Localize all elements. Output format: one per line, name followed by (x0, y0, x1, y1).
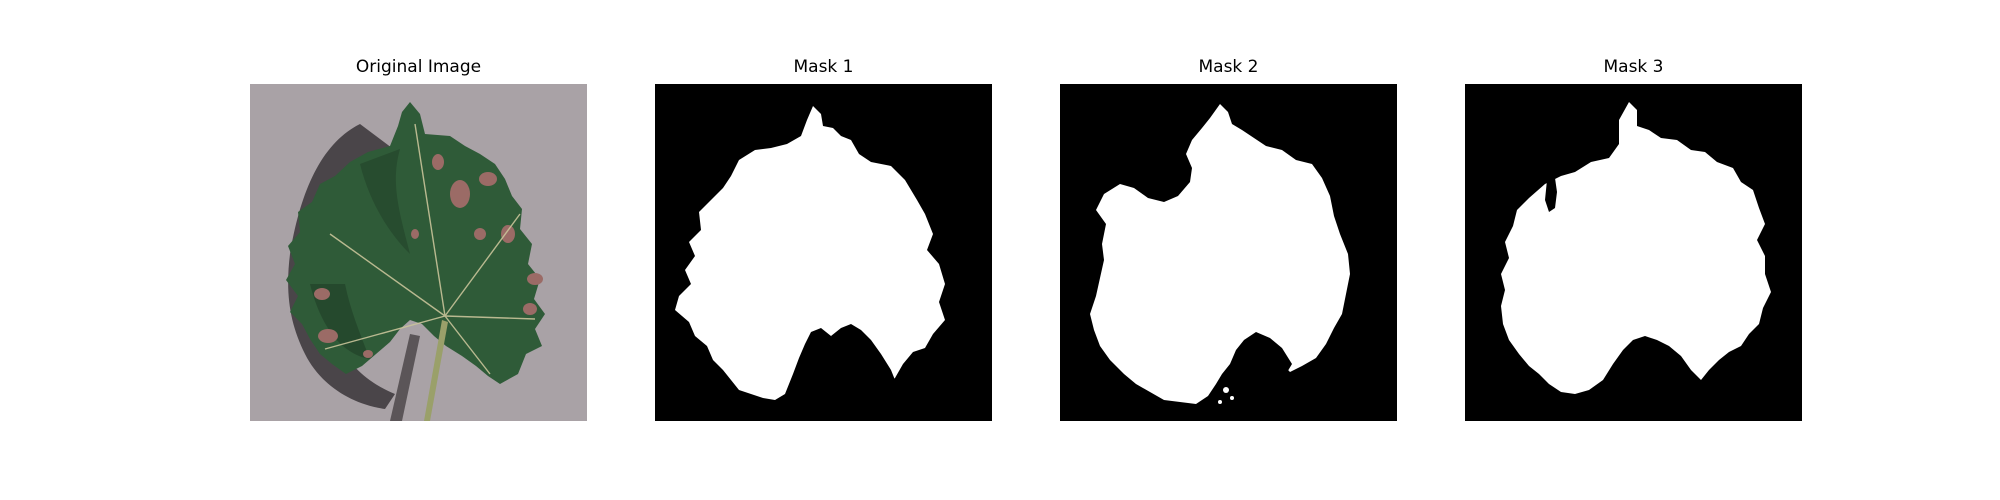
mask-2-region (1090, 104, 1350, 404)
mask-3-title: Mask 3 (1603, 57, 1664, 77)
leaf-stem (424, 320, 448, 421)
disease-spots (314, 154, 543, 358)
mask-1-panel (655, 84, 992, 421)
leaf-dark-lobe-top (360, 149, 410, 254)
mask-2-image (1060, 84, 1397, 421)
mask-1-notch (831, 324, 895, 388)
mask-1-region (675, 106, 945, 400)
mask-2-notch (1244, 332, 1292, 374)
original-image-title: Original Image (355, 57, 482, 77)
mask-1-title: Mask 1 (793, 57, 854, 77)
mask-2-title: Mask 2 (1198, 57, 1259, 77)
mask-3-panel (1465, 84, 1802, 421)
original-image-panel (250, 84, 587, 421)
stem-shadow (390, 334, 420, 421)
mask-2-speckles (1218, 387, 1234, 404)
mask-3-hole (1545, 178, 1557, 212)
mask-1-image (655, 84, 992, 421)
leaf-veins (324, 123, 536, 375)
leaf-photo (250, 84, 587, 421)
mask-3-region (1501, 102, 1771, 394)
mask-3-image (1465, 84, 1802, 421)
mask-2-panel (1060, 84, 1397, 421)
